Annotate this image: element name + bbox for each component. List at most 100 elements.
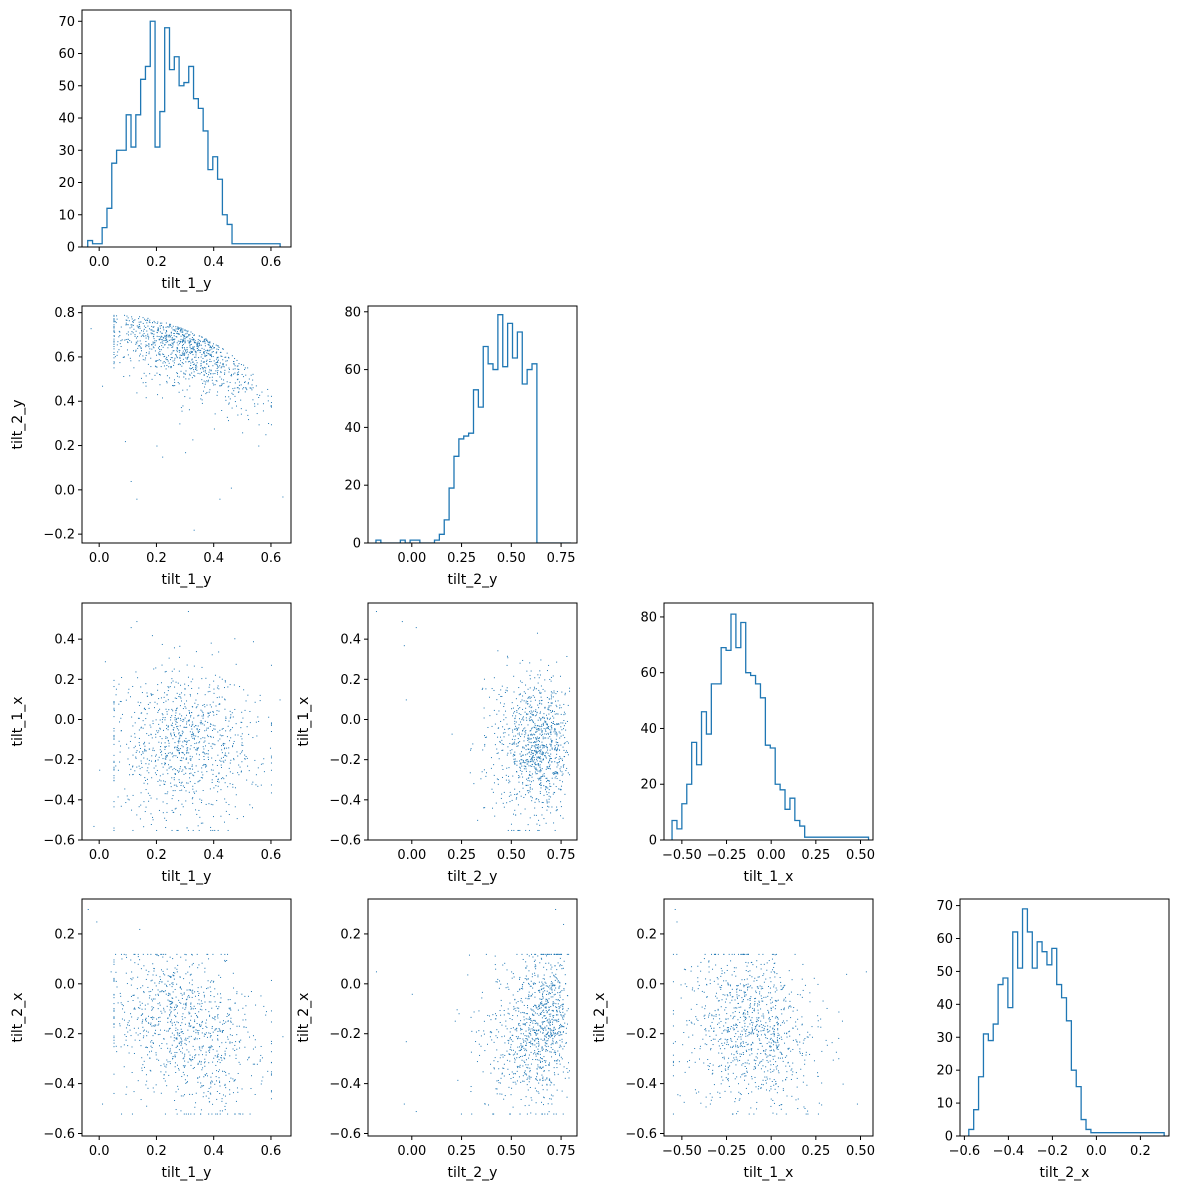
scatter-point	[223, 366, 225, 368]
scatter-point	[127, 317, 129, 319]
scatter-point	[161, 345, 163, 347]
scatter-point	[517, 1046, 519, 1048]
scatter-point	[158, 730, 160, 732]
x-axis-label: tilt_1_y	[162, 572, 212, 588]
scatter-point	[532, 1044, 534, 1046]
scatter-point	[185, 766, 187, 768]
scatter-point	[232, 388, 234, 390]
scatter-point	[132, 829, 134, 831]
scatter-point	[191, 347, 193, 349]
scatter-point	[190, 331, 192, 333]
scatter-point	[541, 724, 543, 726]
scatter-point	[224, 698, 226, 700]
scatter-point	[176, 336, 178, 338]
scatter-point	[537, 1051, 539, 1053]
scatter-point	[213, 816, 215, 818]
scatter-point	[221, 1054, 223, 1056]
axes-frame	[663, 602, 874, 841]
scatter-point	[174, 717, 176, 719]
scatter-point	[118, 336, 120, 338]
scatter-point	[551, 966, 553, 968]
scatter-point	[185, 707, 187, 709]
scatter-point	[519, 766, 521, 768]
scatter-point	[184, 1094, 186, 1096]
panel-scatter-tilt_2_y-tilt_2_x: 0.00 0.25 0.50 0.75−0.6−0.4−0.20.00.2tilt_2…	[296, 898, 578, 1181]
scatter-point	[234, 638, 236, 640]
scatter-point	[123, 375, 125, 377]
scatter-point	[553, 729, 555, 731]
scatter-point	[531, 713, 533, 715]
scatter-point	[210, 361, 212, 363]
scatter-point	[162, 758, 164, 760]
scatter-point	[184, 717, 186, 719]
scatter-point	[496, 1088, 498, 1090]
scatter-point	[191, 367, 193, 369]
scatter-point	[205, 766, 207, 768]
scatter-point	[559, 996, 561, 998]
scatter-point	[493, 1067, 495, 1069]
scatter-point	[546, 727, 548, 729]
scatter-point	[245, 700, 247, 702]
scatter-point	[224, 747, 226, 749]
scatter-point	[195, 1102, 197, 1104]
scatter-point	[551, 1034, 553, 1036]
scatter-point	[522, 716, 524, 718]
scatter-point	[146, 319, 148, 321]
scatter-point	[113, 348, 115, 350]
scatter-point	[196, 366, 198, 368]
scatter-point	[538, 801, 540, 803]
scatter-point	[236, 751, 238, 753]
scatter-point	[518, 741, 520, 743]
scatter-point	[193, 349, 195, 351]
scatter-point	[198, 687, 200, 689]
y-tick-label: 0.6	[54, 350, 75, 365]
scatter-point	[550, 733, 552, 735]
scatter-point	[167, 1021, 169, 1023]
scatter-point	[224, 1085, 226, 1087]
scatter-point	[509, 791, 511, 793]
scatter-point	[205, 677, 207, 679]
scatter-point	[530, 712, 532, 714]
scatter-point	[558, 758, 560, 760]
scatter-point	[210, 991, 212, 993]
scatter-point	[152, 1042, 154, 1044]
scatter-point	[133, 367, 135, 369]
scatter-point	[150, 1016, 152, 1018]
scatter-point	[188, 711, 190, 713]
scatter-point	[270, 1091, 272, 1093]
scatter-point	[202, 822, 204, 824]
scatter-point	[555, 704, 557, 706]
scatter-point	[165, 758, 167, 760]
scatter-point	[508, 1013, 510, 1015]
scatter-point	[184, 396, 186, 398]
scatter-point	[514, 754, 516, 756]
scatter-point	[536, 1042, 538, 1044]
scatter-point	[164, 1065, 166, 1067]
scatter-point	[180, 748, 182, 750]
axes-frame	[367, 305, 578, 544]
scatter-point	[556, 735, 558, 737]
scatter-point	[176, 750, 178, 752]
scatter-point	[544, 775, 546, 777]
scatter-point	[555, 741, 557, 743]
scatter-point	[528, 1057, 530, 1059]
scatter-point	[119, 1023, 121, 1025]
scatter-point	[523, 1054, 525, 1056]
scatter-point	[213, 680, 215, 682]
scatter-point	[515, 798, 517, 800]
scatter-point	[529, 1024, 531, 1026]
scatter-point	[194, 342, 196, 344]
scatter-point	[552, 1021, 554, 1023]
scatter-point	[198, 1046, 200, 1048]
scatter-point	[521, 770, 523, 772]
scatter-point	[202, 1028, 204, 1030]
scatter-point	[169, 1063, 171, 1065]
scatter-point	[160, 335, 162, 337]
scatter-point	[534, 801, 536, 803]
scatter-point	[194, 375, 196, 377]
scatter-point-outlier	[282, 496, 284, 498]
scatter-point	[171, 670, 173, 672]
scatter-point	[541, 741, 543, 743]
scatter-point	[206, 1036, 208, 1038]
scatter-point	[151, 344, 153, 346]
